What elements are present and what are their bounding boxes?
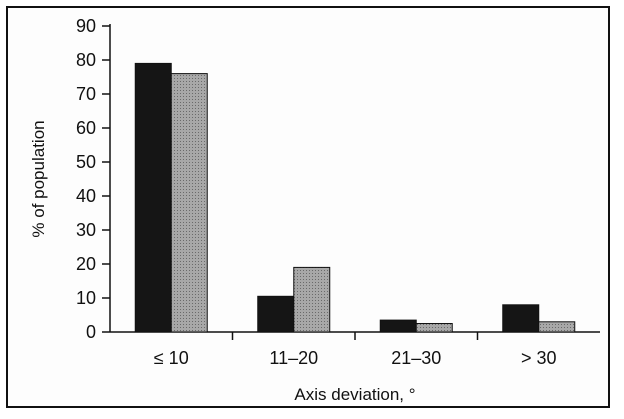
- bar-series-2-1: [293, 266, 331, 333]
- y-tick-label: 20: [76, 254, 96, 274]
- x-tick-label: 11–20: [269, 348, 318, 368]
- bar-series-1-2: [379, 319, 417, 333]
- chart-frame: [6, 6, 610, 408]
- y-tick-label: 60: [76, 118, 96, 138]
- y-tick-label: 90: [76, 16, 96, 36]
- bar-series-1-1: [257, 295, 295, 333]
- y-axis-title: % of population: [29, 120, 48, 237]
- x-tick-label: > 30: [521, 348, 557, 368]
- labels: 0 10 20 30 40 50 60 70 80 90 ≤ 10 11–20 21–30 > 30 Axi…: [29, 16, 557, 404]
- y-tick-label: 30: [76, 220, 96, 240]
- bar-series-2-3: [538, 321, 576, 333]
- y-tick-label: 50: [76, 152, 96, 172]
- y-tick-label: 0: [86, 322, 96, 342]
- bar-series-2-2: [415, 323, 453, 333]
- y-tick-label: 10: [76, 288, 96, 308]
- x-tick-label: 21–30: [391, 348, 441, 368]
- bar-series-1-0: [134, 62, 172, 333]
- y-tick-label: 70: [76, 84, 96, 104]
- bar-series-2-0: [170, 73, 208, 333]
- bar-series-1-3: [502, 304, 540, 333]
- x-axis-title: Axis deviation, °: [294, 385, 415, 404]
- x-tick-label: ≤ 10: [154, 348, 189, 368]
- y-tick-label: 40: [76, 186, 96, 206]
- bars: [134, 62, 576, 333]
- y-tick-label: 80: [76, 50, 96, 70]
